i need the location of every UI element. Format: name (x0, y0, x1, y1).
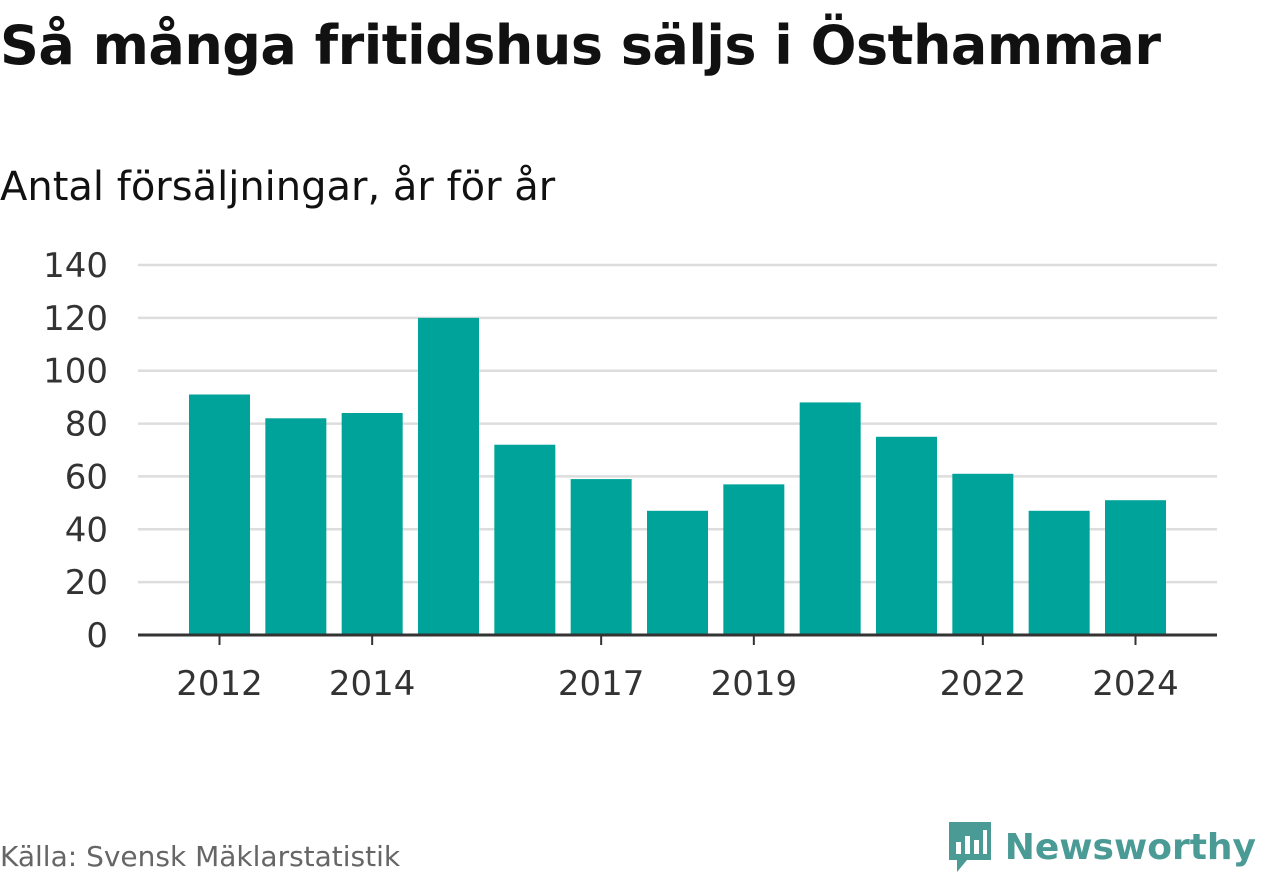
x-tick-label: 2012 (176, 664, 263, 704)
x-tick-label: 2024 (1092, 664, 1179, 704)
bar-2024 (1105, 500, 1166, 635)
source-note: Källa: Svensk Mäklarstatistik (0, 840, 401, 873)
y-tick-label: 120 (43, 299, 108, 339)
y-tick-label: 140 (43, 246, 108, 286)
bar-2015 (418, 317, 479, 635)
x-tick-label: 2014 (329, 664, 416, 704)
chart-title: Så många fritidshus säljs i Östhammar (0, 14, 1161, 77)
y-tick-label: 100 (43, 352, 108, 392)
bar-2022 (952, 473, 1014, 635)
bar-2016 (494, 444, 556, 635)
bar-2020 (799, 402, 861, 635)
bar-2018 (647, 510, 708, 635)
y-tick-label: 60 (65, 457, 108, 497)
newsworthy-logo-icon (948, 822, 991, 872)
bar-2017 (570, 479, 632, 635)
chart-subtitle: Antal försäljningar, år för år (0, 164, 556, 210)
y-tick-label: 80 (65, 405, 108, 445)
x-tick-label: 2022 (940, 664, 1027, 704)
bar-2013 (265, 418, 327, 635)
brand-logo: Newsworthy (945, 818, 1256, 876)
brand-name: Newsworthy (1004, 826, 1256, 868)
bar-2023 (1028, 510, 1090, 635)
x-tick-label: 2019 (711, 664, 798, 704)
x-tick-label: 2017 (558, 664, 645, 704)
bar-chart: 0 20 40 60 80 100 120 140 2012 2014 2017 2019 2022 20… (43, 246, 1217, 704)
bar-2012 (189, 394, 250, 635)
bar-2014 (341, 413, 403, 635)
y-tick-label: 20 (65, 563, 108, 603)
y-tick-label: 0 (86, 616, 108, 656)
bar-2019 (723, 484, 785, 635)
y-tick-label: 40 (65, 510, 108, 550)
bar-2021 (876, 436, 937, 635)
